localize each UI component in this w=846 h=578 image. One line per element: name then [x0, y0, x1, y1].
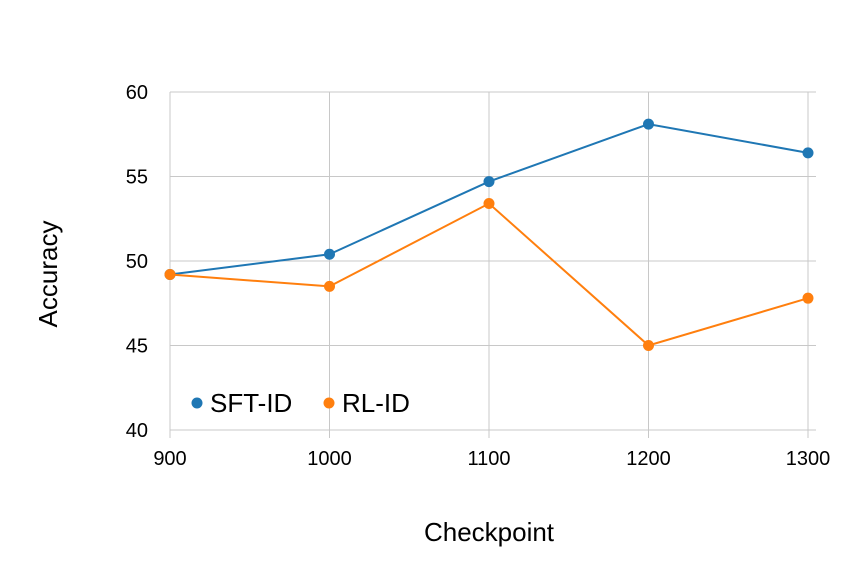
legend-label-SFT-ID: SFT-ID	[210, 388, 292, 418]
series-group	[164, 118, 814, 351]
data-point-RL-ID	[643, 340, 654, 351]
data-point-RL-ID	[324, 280, 335, 292]
legend-marker-RL-ID	[323, 397, 335, 409]
data-point-RL-ID	[164, 269, 176, 281]
y-axis-ticks: 40 45 50 55 60	[126, 82, 148, 442]
x-axis-ticks: 900 1000 1100 1200 1300	[153, 448, 830, 470]
x-tick-label: 900	[153, 448, 186, 470]
x-tick-label: 1000	[307, 448, 352, 470]
legend: SFT-ID RL-ID	[191, 388, 410, 418]
y-tick-label: 45	[126, 336, 148, 358]
x-tick-label: 1200	[626, 448, 671, 470]
x-tick-label: 1100	[467, 448, 510, 470]
data-point-SFT-ID	[643, 118, 654, 130]
grid-lines	[169, 91, 816, 438]
x-axis-title: Checkpoint	[424, 517, 555, 547]
legend-marker-SFT-ID	[191, 397, 203, 409]
y-tick-label: 60	[126, 82, 148, 104]
data-point-RL-ID	[483, 198, 495, 210]
data-point-SFT-ID	[483, 176, 495, 188]
y-tick-label: 50	[126, 251, 148, 273]
y-tick-label: 55	[126, 167, 148, 189]
data-point-SFT-ID	[324, 248, 335, 260]
data-point-SFT-ID	[802, 147, 814, 159]
y-axis-title: Accuracy	[33, 221, 63, 328]
x-tick-label: 1300	[786, 448, 831, 470]
y-tick-label: 40	[126, 420, 148, 442]
legend-label-RL-ID: RL-ID	[342, 388, 410, 418]
data-point-RL-ID	[802, 292, 814, 304]
